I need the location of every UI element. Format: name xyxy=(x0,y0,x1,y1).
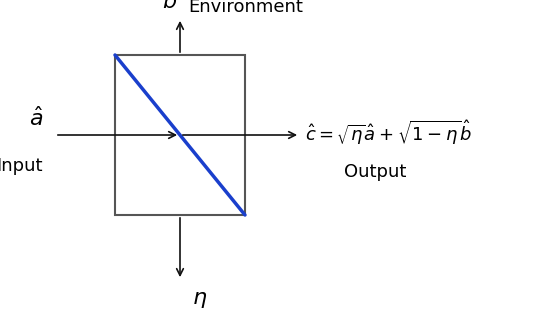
Text: $\hat{b}$: $\hat{b}$ xyxy=(163,0,178,13)
Text: $\eta$: $\eta$ xyxy=(192,290,208,310)
Text: Input: Input xyxy=(0,157,43,175)
Bar xyxy=(115,55,245,215)
Text: $\hat{a}$: $\hat{a}$ xyxy=(29,106,43,130)
Text: Environment: Environment xyxy=(188,0,303,16)
Text: Output: Output xyxy=(344,163,406,181)
Text: $\hat{c} = \sqrt{\eta}\hat{a} + \sqrt{1-\eta}\hat{b}$: $\hat{c} = \sqrt{\eta}\hat{a} + \sqrt{1-… xyxy=(305,119,472,147)
